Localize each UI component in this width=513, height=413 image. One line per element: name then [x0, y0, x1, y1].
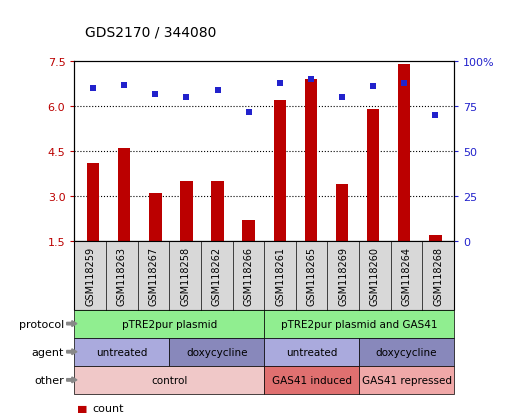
Text: doxycycline: doxycycline: [376, 347, 437, 357]
Bar: [273, 101, 286, 242]
Point: [182, 95, 190, 101]
Point: [245, 109, 253, 116]
Bar: [118, 149, 130, 242]
Text: GSM118263: GSM118263: [117, 246, 127, 305]
Text: pTRE2pur plasmid: pTRE2pur plasmid: [122, 319, 217, 329]
Text: control: control: [151, 375, 187, 385]
Point: [120, 82, 128, 89]
Bar: [180, 182, 192, 242]
Text: GSM118260: GSM118260: [370, 246, 380, 305]
Text: other: other: [34, 375, 64, 385]
Bar: [87, 164, 100, 242]
Bar: [305, 80, 317, 242]
Point: [89, 85, 97, 92]
Point: [431, 113, 440, 119]
Bar: [243, 221, 255, 242]
Text: GSM118258: GSM118258: [180, 246, 190, 305]
Text: GDS2170 / 344080: GDS2170 / 344080: [85, 25, 216, 39]
Text: count: count: [92, 404, 124, 413]
Point: [307, 77, 315, 83]
Bar: [429, 235, 442, 242]
Point: [213, 88, 222, 94]
Text: GAS41 repressed: GAS41 repressed: [362, 375, 451, 385]
Text: GSM118259: GSM118259: [85, 246, 95, 305]
Text: agent: agent: [32, 347, 64, 357]
Bar: [398, 65, 410, 242]
Bar: [367, 110, 379, 242]
Point: [275, 80, 284, 87]
Bar: [149, 194, 162, 242]
Text: doxycycline: doxycycline: [186, 347, 247, 357]
Text: GSM118262: GSM118262: [212, 246, 222, 305]
Text: GSM118261: GSM118261: [275, 246, 285, 305]
Text: protocol: protocol: [19, 319, 64, 329]
Point: [151, 91, 160, 97]
Text: GAS41 induced: GAS41 induced: [272, 375, 351, 385]
Text: untreated: untreated: [286, 347, 338, 357]
Text: GSM118266: GSM118266: [243, 246, 253, 305]
Text: GSM118264: GSM118264: [402, 246, 411, 305]
Text: GSM118267: GSM118267: [148, 246, 159, 305]
Text: GSM118269: GSM118269: [338, 246, 348, 305]
Text: GSM118265: GSM118265: [307, 246, 317, 305]
Bar: [211, 182, 224, 242]
Text: untreated: untreated: [96, 347, 148, 357]
Text: ■: ■: [77, 404, 87, 413]
Text: GSM118268: GSM118268: [433, 246, 443, 305]
Bar: [336, 185, 348, 242]
Point: [369, 84, 377, 90]
Point: [338, 95, 346, 101]
Text: pTRE2pur plasmid and GAS41: pTRE2pur plasmid and GAS41: [281, 319, 438, 329]
Point: [400, 80, 408, 87]
